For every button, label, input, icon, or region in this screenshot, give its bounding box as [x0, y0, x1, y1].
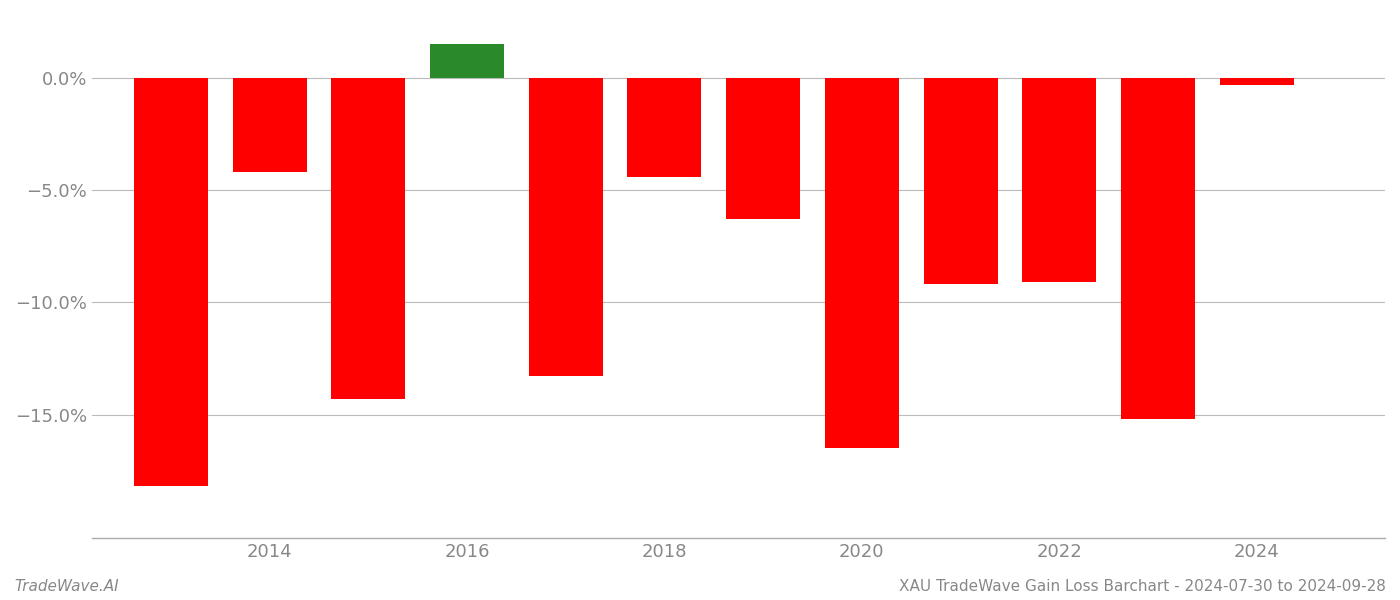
Bar — [727, 78, 801, 220]
Bar — [529, 78, 603, 376]
Bar — [332, 78, 406, 399]
Bar — [232, 78, 307, 172]
Bar — [924, 78, 998, 284]
Text: TradeWave.AI: TradeWave.AI — [14, 579, 119, 594]
Bar — [1022, 78, 1096, 282]
Bar — [825, 78, 899, 448]
Bar — [134, 78, 209, 487]
Bar — [430, 44, 504, 78]
Bar — [627, 78, 701, 176]
Text: XAU TradeWave Gain Loss Barchart - 2024-07-30 to 2024-09-28: XAU TradeWave Gain Loss Barchart - 2024-… — [899, 579, 1386, 594]
Bar — [1121, 78, 1196, 419]
Bar — [1219, 78, 1294, 85]
